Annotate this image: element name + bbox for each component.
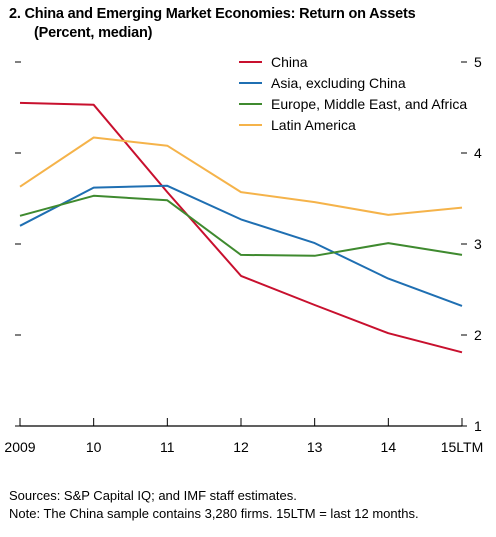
legend-label: Latin America — [271, 117, 356, 133]
sources-note: Sources: S&P Capital IQ; and IMF staff e… — [9, 488, 297, 503]
chart-legend: China Asia, excluding China Europe, Middle… — [239, 54, 467, 133]
sample-note: Note: The China sample contains 3,280 fi… — [9, 506, 419, 521]
chart-notes: Sources: S&P Capital IQ; and IMF staff e… — [9, 487, 419, 523]
x-tick-label: 11 — [160, 439, 175, 455]
y-tick-label: 1 — [474, 418, 482, 434]
x-tick-label: 12 — [233, 439, 249, 455]
y-tick-label: 4 — [474, 145, 482, 161]
chart-series — [19, 101, 463, 354]
chart-subtitle: (Percent, median) — [34, 25, 153, 41]
x-tick-label: 13 — [307, 439, 323, 455]
y-tick-label: 5 — [474, 54, 482, 70]
series-line-china — [19, 101, 463, 354]
x-tick-label: 15LTM — [441, 439, 484, 455]
series-line-latin-america — [19, 136, 463, 216]
y-tick-label: 2 — [474, 327, 482, 343]
x-tick-label: 2009 — [4, 439, 35, 455]
chart-title: 2. China and Emerging Market Economies: … — [9, 6, 416, 22]
legend-label: Asia, excluding China — [271, 75, 406, 91]
series-line-asia-excluding-china — [19, 184, 463, 307]
series-line-europe-middle-east-and-africa — [19, 194, 463, 257]
x-tick-label: 10 — [86, 439, 102, 455]
x-tick-label: 14 — [381, 439, 397, 455]
legend-label: Europe, Middle East, and Africa — [271, 96, 467, 112]
legend-label: China — [271, 54, 308, 70]
y-tick-label: 3 — [474, 236, 482, 252]
